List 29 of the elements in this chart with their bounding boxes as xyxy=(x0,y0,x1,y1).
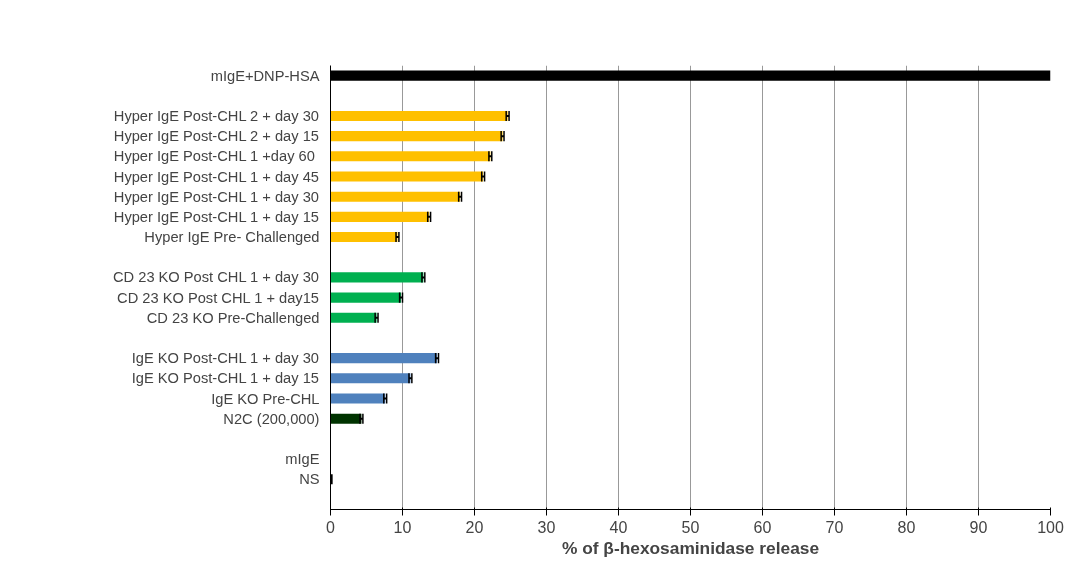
x-tick-label: 100 xyxy=(1037,518,1064,536)
x-tick-label: 30 xyxy=(537,518,556,536)
y-tick-label: Hyper IgE Pre- Challenged xyxy=(144,229,320,246)
x-axis-title: % of β-hexosaminidase release xyxy=(561,537,820,558)
x-tick-label: 70 xyxy=(825,518,844,536)
x-tick-label: 50 xyxy=(681,518,700,536)
y-tick-label: Hyper IgE Post-CHL 1 + day 30 xyxy=(113,188,319,205)
y-tick-label: Hyper IgE Post-CHL 1 + day 15 xyxy=(113,208,319,225)
y-tick-label: CD 23 KO Post CHL 1 + day15 xyxy=(117,289,319,306)
x-tick-label: 20 xyxy=(465,518,484,536)
y-tick-label: IgE KO Pre-CHL xyxy=(211,390,320,407)
y-tick-label: IgE KO Post-CHL 1 + day 15 xyxy=(131,370,319,387)
x-tick-label: 10 xyxy=(393,518,412,536)
x-tick-label: 80 xyxy=(897,518,916,536)
y-tick-label: Hyper IgE Post-CHL 2 + day 30 xyxy=(113,107,319,124)
x-tick-label: 60 xyxy=(753,518,772,536)
y-tick-label: mIgE xyxy=(285,451,320,468)
y-tick-label: CD 23 KO Post CHL 1 + day 30 xyxy=(112,269,319,286)
y-tick-label: Hyper IgE Post-CHL 1 + day 45 xyxy=(113,168,319,185)
y-tick-label: IgE KO Post-CHL 1 + day 30 xyxy=(131,350,319,367)
y-tick-label: CD 23 KO Pre-Challenged xyxy=(146,309,320,326)
y-tick-label: Hyper IgE Post-CHL 1 +day 60 xyxy=(113,148,315,165)
y-tick-label: N2C (200,000) xyxy=(223,410,320,427)
y-tick-label: mIgE+DNP-HSA xyxy=(210,67,320,84)
y-tick-label: NS xyxy=(299,471,320,488)
x-tick-label: 40 xyxy=(609,518,628,536)
x-tick-label: 0 xyxy=(326,518,336,536)
x-tick-label: 90 xyxy=(969,518,988,536)
y-tick-label: Hyper IgE Post-CHL 2 + day 15 xyxy=(113,128,319,145)
